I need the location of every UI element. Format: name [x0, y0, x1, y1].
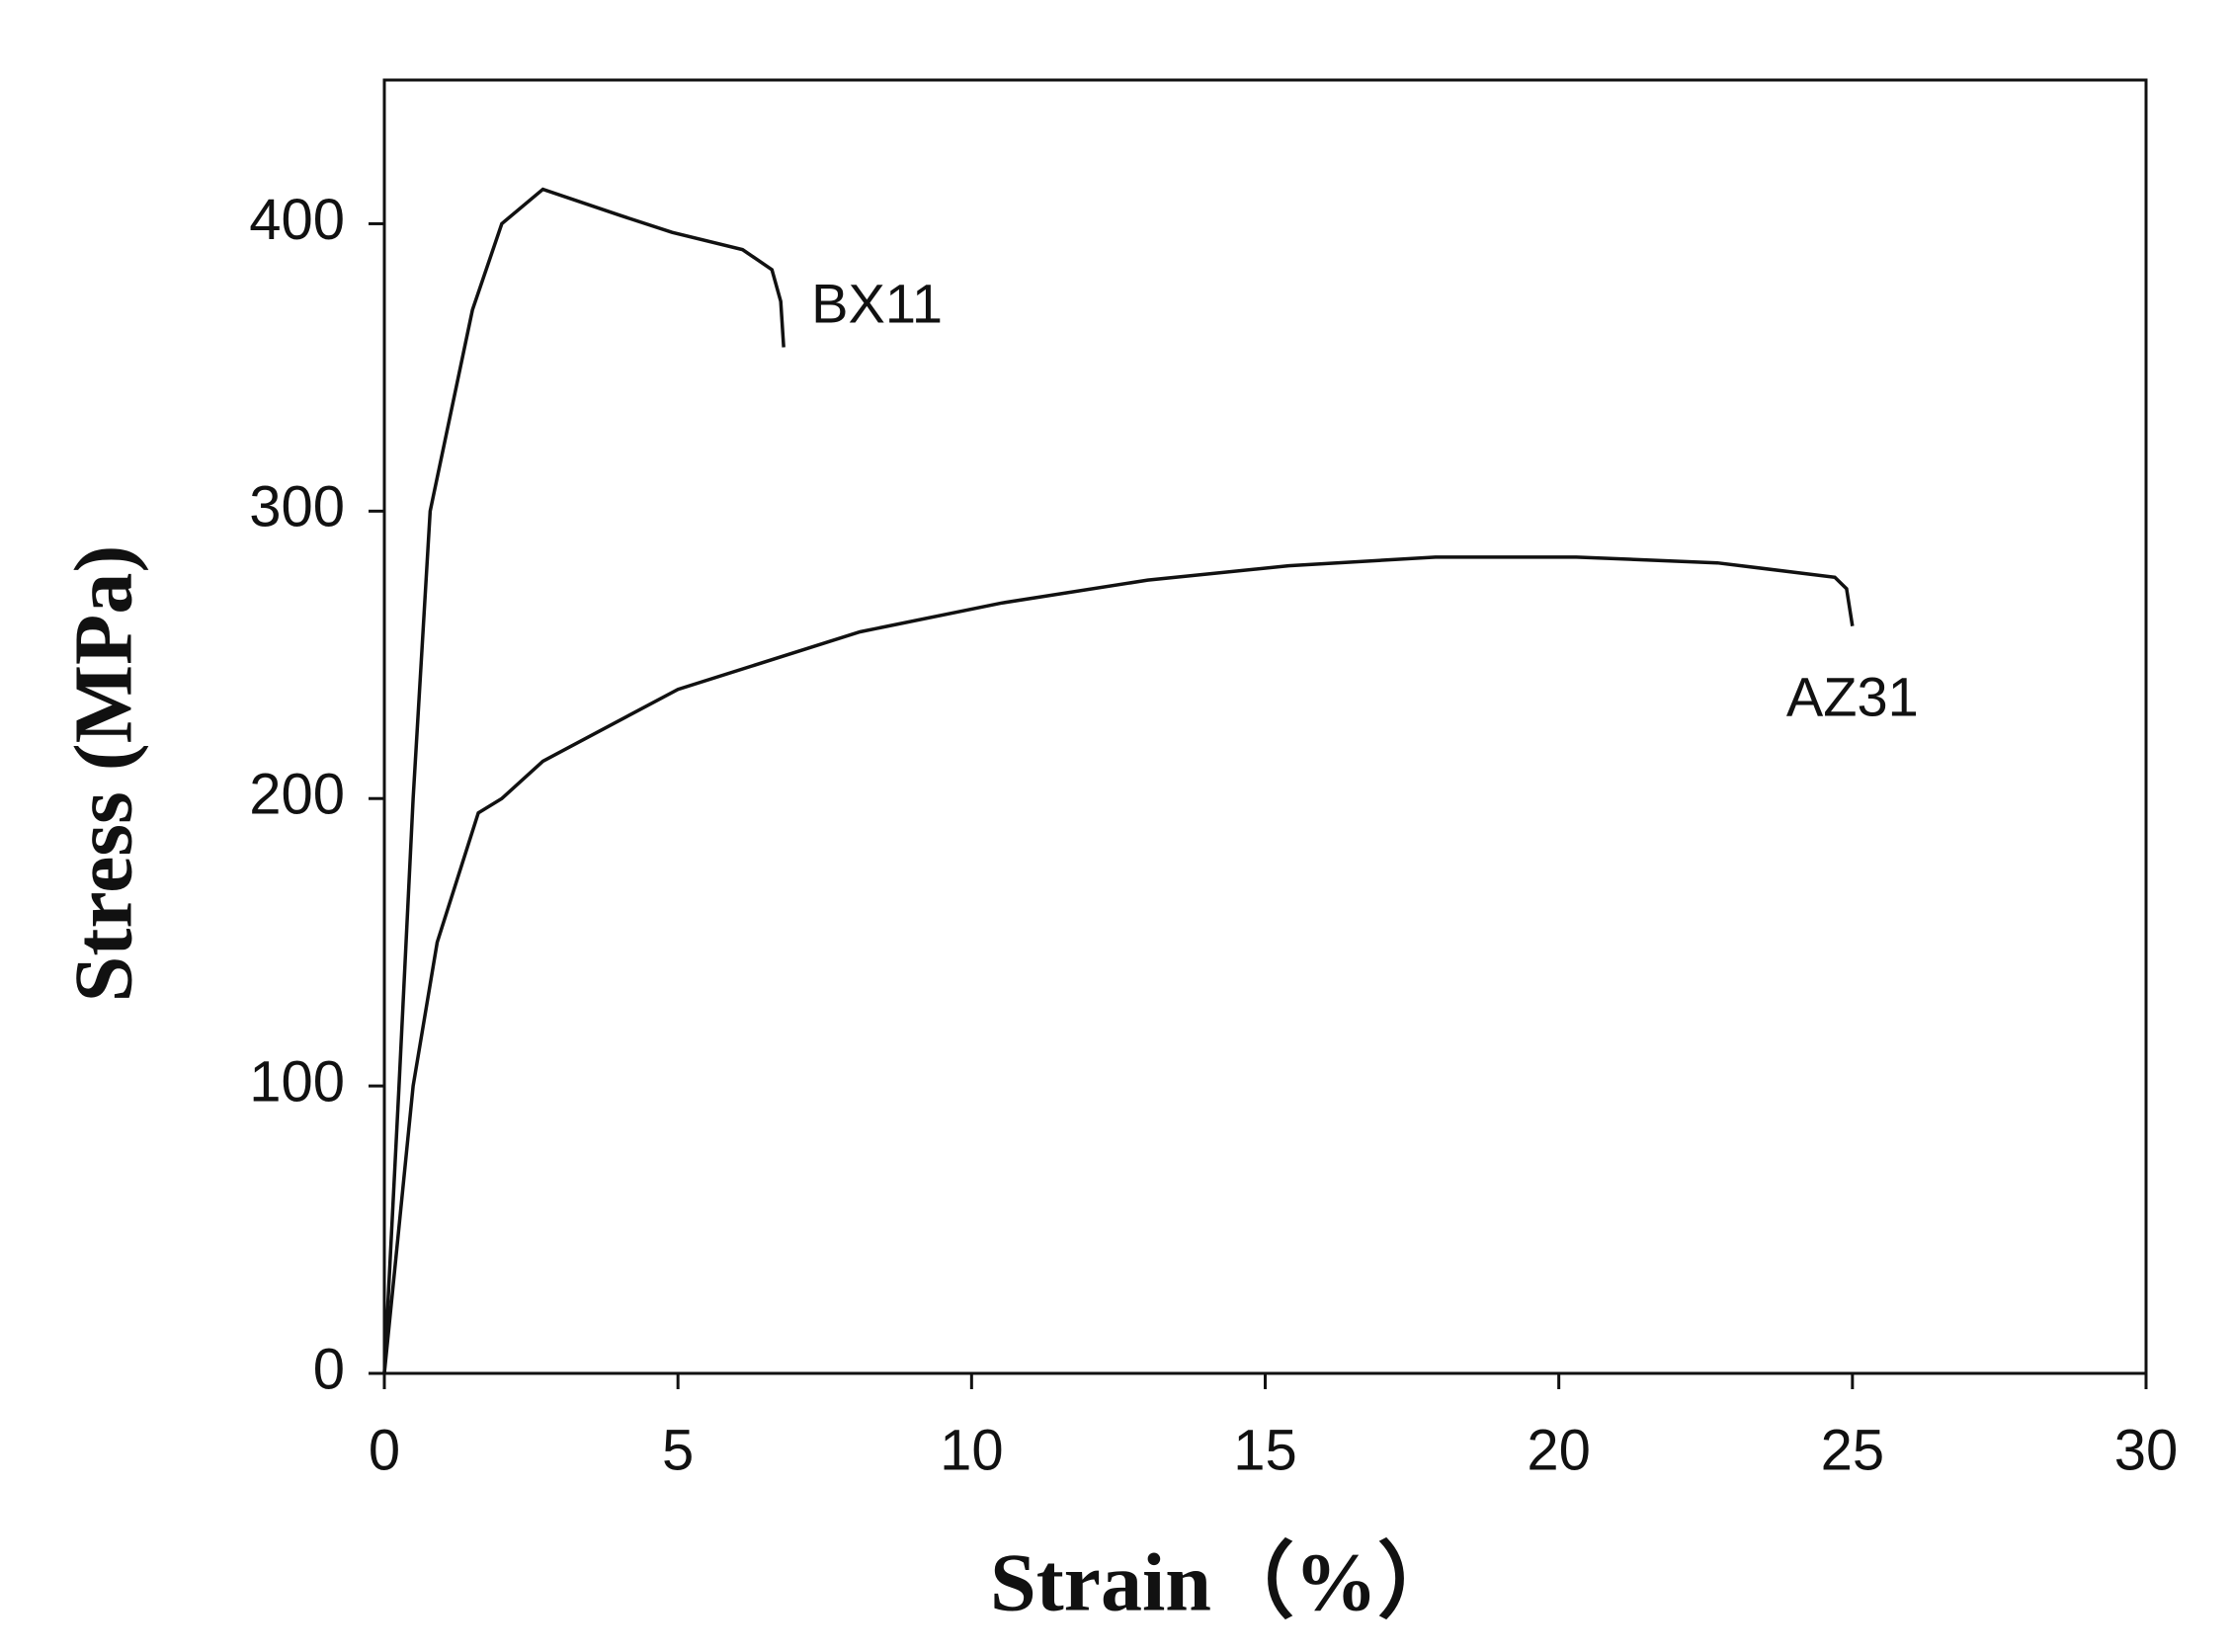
- y-tick-label: 0: [313, 1337, 345, 1401]
- y-tick-label: 100: [249, 1049, 345, 1114]
- y-tick-label: 300: [249, 475, 345, 539]
- series-label: BX11: [811, 272, 943, 334]
- y-axis-title: Stress (MPa): [57, 545, 149, 1003]
- data-line: [382, 555, 1855, 1374]
- x-tick-label: 5: [662, 1418, 694, 1482]
- y-tick-label: 400: [249, 188, 345, 252]
- series-label: AZ31: [1786, 665, 1919, 727]
- x-tick-label: 30: [2114, 1418, 2179, 1482]
- data-line: [382, 187, 786, 1374]
- x-tick-label: 0: [369, 1418, 400, 1482]
- x-tick-label: 20: [1527, 1418, 1591, 1482]
- x-tick-label: 15: [1233, 1418, 1297, 1482]
- x-tick-label: 10: [940, 1418, 1004, 1482]
- x-axis-title: Strain（%）: [990, 1536, 1460, 1628]
- x-tick-label: 25: [1821, 1418, 1885, 1482]
- y-tick-label: 200: [249, 763, 345, 827]
